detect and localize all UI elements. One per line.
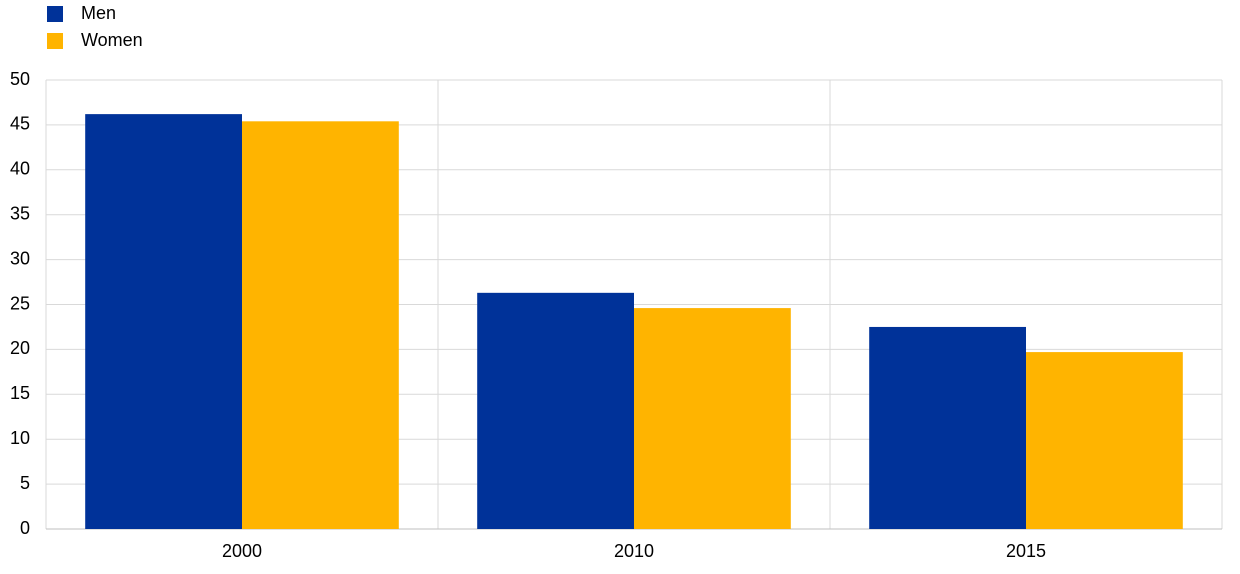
- bar: [242, 121, 399, 530]
- legend-label: Men: [81, 3, 116, 23]
- y-tick-label: 45: [10, 114, 30, 134]
- legend-label: Women: [81, 30, 143, 50]
- bar: [85, 114, 242, 530]
- legend-swatch: [47, 33, 63, 49]
- y-tick-label: 40: [10, 159, 30, 179]
- bar: [869, 326, 1026, 529]
- y-tick-label: 20: [10, 338, 30, 358]
- y-tick-label: 15: [10, 383, 30, 403]
- y-tick-label: 35: [10, 203, 30, 223]
- x-tick-label: 2015: [1006, 541, 1046, 561]
- y-tick-label: 10: [10, 428, 30, 448]
- y-tick-label: 50: [10, 69, 30, 89]
- y-tick-label: 0: [20, 518, 30, 538]
- y-tick-label: 30: [10, 248, 30, 268]
- x-tick-label: 2000: [222, 541, 262, 561]
- legend-swatch: [47, 6, 63, 22]
- x-tick-label: 2010: [614, 541, 654, 561]
- bar: [477, 292, 634, 529]
- y-tick-label: 5: [20, 473, 30, 493]
- bar: [1026, 352, 1183, 529]
- bar: [634, 308, 791, 529]
- y-tick-label: 25: [10, 293, 30, 313]
